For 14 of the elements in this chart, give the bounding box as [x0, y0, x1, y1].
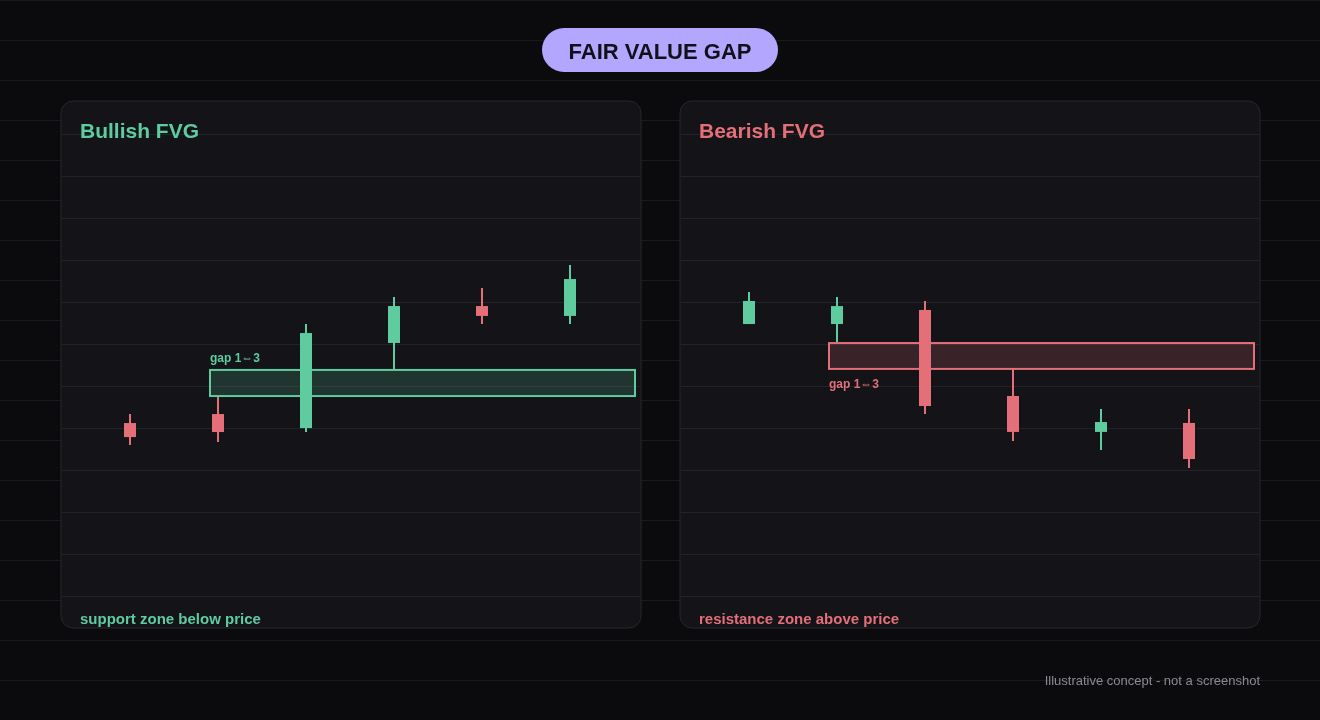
candlestick [212, 395, 224, 443]
text: Illustrative concept - not a screenshot [1044, 673, 1261, 688]
chart-title: Bearish FVG [699, 119, 826, 142]
candlestick [476, 287, 488, 326]
band-label: gap 1⇔3 [210, 350, 261, 365]
band-label: gap 1⇔3 [829, 376, 880, 391]
text: FAIR VALUE GAP [568, 39, 752, 64]
candlestick [831, 295, 843, 343]
candlestick [124, 413, 136, 446]
candlestick [1095, 408, 1107, 452]
text: resistance zone above price [699, 610, 900, 627]
candlestick [743, 291, 755, 326]
chart-title: Bullish FVG [80, 119, 200, 142]
text: support zone below price [80, 610, 261, 627]
